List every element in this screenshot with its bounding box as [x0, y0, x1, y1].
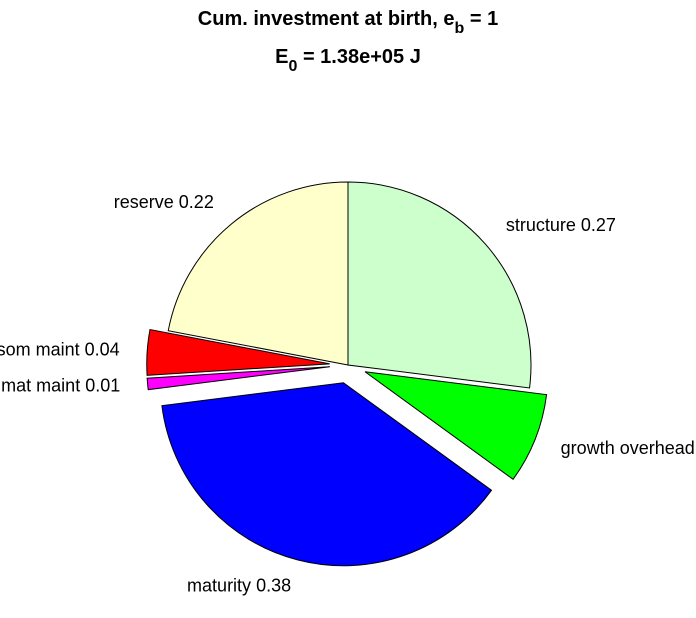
pie-slice	[161, 382, 493, 567]
slice-name: maturity	[187, 575, 251, 595]
slice-name: som maint	[0, 339, 80, 359]
slice-label: som maint 0.04	[0, 339, 120, 359]
slice-label: reserve 0.22	[114, 192, 214, 212]
title-subscript: 0	[288, 58, 297, 75]
title-text: = 1.38e+05 J	[297, 46, 420, 68]
title-text: Cum. investment at birth, e	[198, 8, 455, 30]
pie-slice	[146, 328, 330, 376]
slice-value: 0.38	[256, 575, 291, 595]
title-text: = 1	[464, 8, 498, 30]
pie-slice	[364, 371, 548, 480]
pie-slice	[146, 366, 330, 391]
slice-name: reserve	[114, 192, 174, 212]
slice-label: maturity 0.38	[187, 575, 291, 595]
slice-name: growth overhead	[561, 438, 695, 458]
slice-value: 0.04	[85, 339, 120, 359]
slice-label: mat maint 0.01	[1, 375, 120, 395]
slice-label: growth overhead0.08	[561, 438, 696, 458]
slice-value: 0.22	[179, 192, 214, 212]
title-subscript: b	[455, 20, 465, 37]
slice-label: structure 0.27	[506, 215, 616, 235]
pie-slice	[167, 181, 349, 366]
slice-name: mat maint	[1, 375, 80, 395]
slice-name: structure	[506, 215, 576, 235]
pie-slice	[347, 181, 532, 389]
title-text: E	[275, 46, 288, 68]
chart-title: E0 = 1.38e+05 J	[275, 46, 421, 74]
slice-value: 0.27	[581, 215, 616, 235]
slice-value: 0.01	[85, 375, 120, 395]
chart-title: Cum. investment at birth, eb = 1	[198, 8, 498, 36]
